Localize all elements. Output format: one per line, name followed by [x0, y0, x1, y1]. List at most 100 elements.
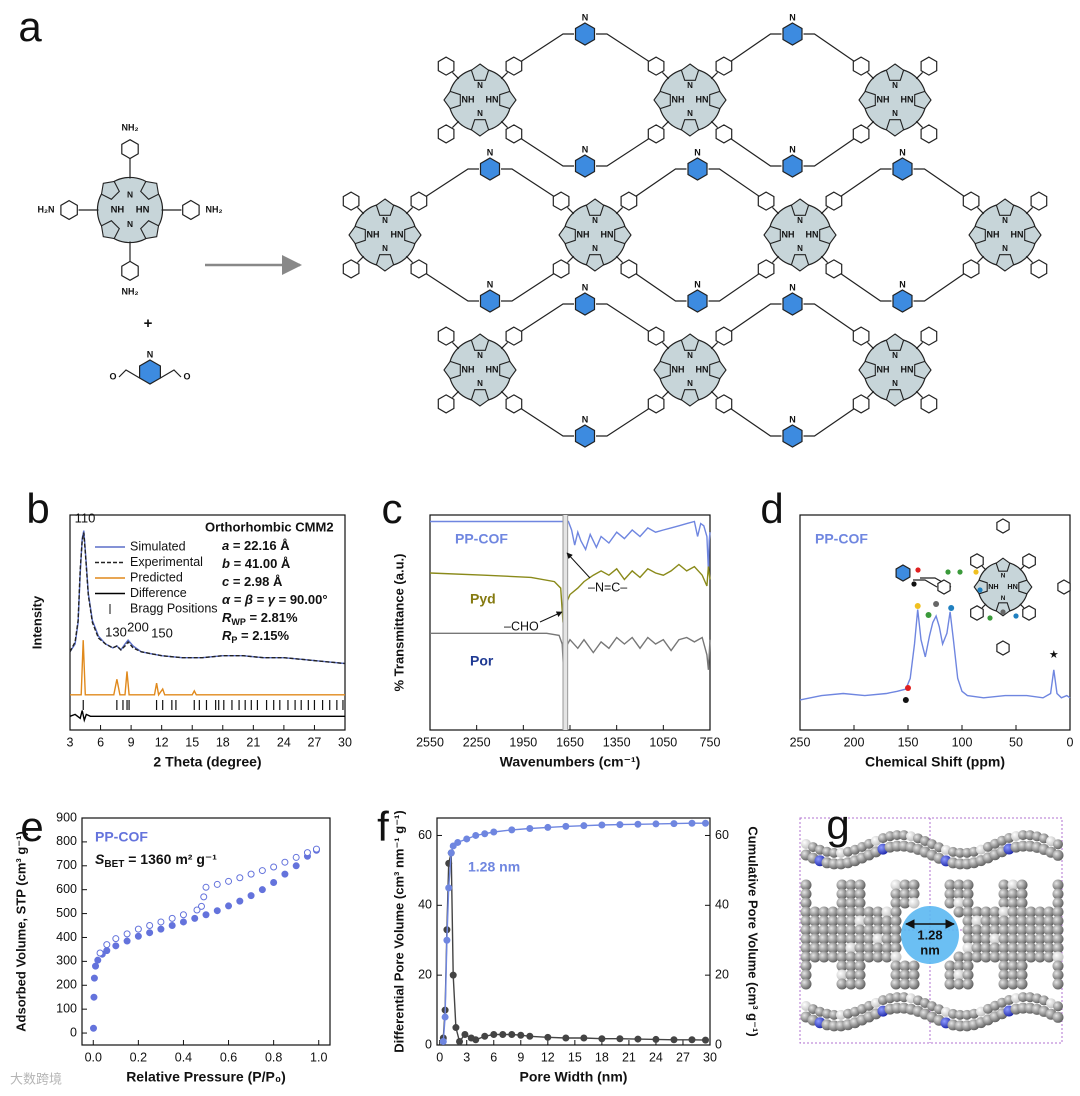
y-tick-label: 200 [56, 978, 77, 992]
atom [989, 924, 1001, 936]
assignment-dot [911, 581, 917, 587]
x-tick-label: 200 [844, 735, 865, 749]
atom [953, 960, 965, 972]
chart-title: PP-COF [95, 829, 148, 845]
atom [818, 915, 830, 927]
data-point [94, 956, 102, 964]
bet-subscript: BET [104, 859, 124, 870]
pyrrole-ring [348, 225, 366, 245]
cell-value: = 2.81% [246, 610, 298, 625]
panel-letter: e [20, 803, 43, 850]
atom [854, 897, 866, 909]
meso-bond [615, 206, 624, 215]
imine-linker [913, 168, 972, 202]
data-line [442, 852, 706, 1044]
atom [962, 906, 974, 918]
atom [827, 951, 839, 963]
legend-label: Bragg Positions [130, 601, 218, 615]
meso-bond [976, 206, 985, 215]
meso-bond [1025, 255, 1034, 264]
nh-label: NH [577, 229, 590, 239]
data-line [69, 532, 346, 665]
atom [818, 951, 830, 963]
data-point [562, 1034, 570, 1042]
atom [980, 942, 992, 954]
hn-label: HN [1011, 229, 1024, 239]
y2-axis-title: Cumulative Pore Volume (cm³ g⁻¹) [746, 826, 761, 1036]
meso-bond [771, 255, 780, 264]
atom [809, 915, 821, 927]
legend-label: Predicted [130, 570, 183, 584]
nh-label: NH [367, 229, 380, 239]
atom [962, 951, 974, 963]
meso-bond [1019, 603, 1025, 609]
pyridine-ring [782, 154, 803, 178]
data-point [225, 877, 233, 885]
atom [881, 933, 893, 945]
pyrrole-ring [100, 220, 120, 240]
n-label: N [1001, 595, 1006, 602]
series-label: Pyd [470, 591, 496, 607]
meso-bond [866, 341, 875, 350]
cell-value: = 90.00° [275, 592, 328, 607]
meso-bond [451, 120, 460, 129]
nh-label: NH [877, 94, 890, 104]
phenyl-ring [552, 259, 570, 279]
atom [971, 951, 983, 963]
data-point [103, 947, 111, 955]
atom [1007, 951, 1019, 963]
atom [1052, 924, 1064, 936]
phenyl-ring [962, 259, 980, 279]
reference-band [563, 515, 568, 730]
panel-letter: g [826, 801, 849, 848]
data-point [688, 819, 696, 827]
hn-label: HN [806, 229, 819, 239]
x-tick-label: 0.8 [265, 1050, 282, 1064]
atom [827, 942, 839, 954]
x-axis-title: Pore Width (nm) [520, 1069, 628, 1085]
atom [955, 1009, 965, 1020]
nh-label: NH [988, 582, 998, 591]
n-label: N [127, 190, 133, 200]
atom [998, 951, 1010, 963]
atom [890, 897, 902, 909]
phenyl-ring [1030, 191, 1048, 211]
imine-linker [513, 303, 574, 337]
atom [818, 942, 830, 954]
atom [836, 951, 848, 963]
atom [944, 978, 956, 990]
amine-label: NH₂ [122, 286, 139, 296]
imine-linker [501, 168, 562, 202]
pyridine-ring [782, 22, 803, 46]
atom [1034, 906, 1046, 918]
n-label: N [127, 219, 133, 229]
x-tick-label: 21 [622, 1050, 636, 1064]
cell-parameter: RWP = 2.81% [222, 610, 298, 627]
phenyl-ring [437, 56, 455, 76]
pyrrole-ring [858, 360, 876, 380]
data-point [179, 918, 187, 926]
data-point [441, 1013, 449, 1021]
pyridine-ring [782, 292, 803, 316]
cell-value: = 2.98 Å [229, 574, 283, 589]
pyridine-ring [892, 157, 913, 181]
imine-linker [596, 33, 657, 67]
x-tick-label: 6 [490, 1050, 497, 1064]
pyrrole-ring [499, 90, 517, 110]
pyrrole-ring [819, 225, 837, 245]
atom [836, 897, 848, 909]
pyrrole-ring [968, 225, 986, 245]
atom [1007, 888, 1019, 900]
annotation-arrow [566, 552, 591, 579]
phenyl-ring [60, 199, 78, 221]
atom [845, 879, 857, 891]
atom [1007, 942, 1019, 954]
legend-label: Simulated [130, 539, 186, 553]
atom [1052, 906, 1064, 918]
atom [1052, 933, 1064, 945]
atom [1052, 849, 1064, 861]
pyrrole-ring [558, 225, 576, 245]
atom [908, 888, 920, 900]
imine-linker [418, 268, 479, 302]
meso-bond [710, 71, 719, 80]
